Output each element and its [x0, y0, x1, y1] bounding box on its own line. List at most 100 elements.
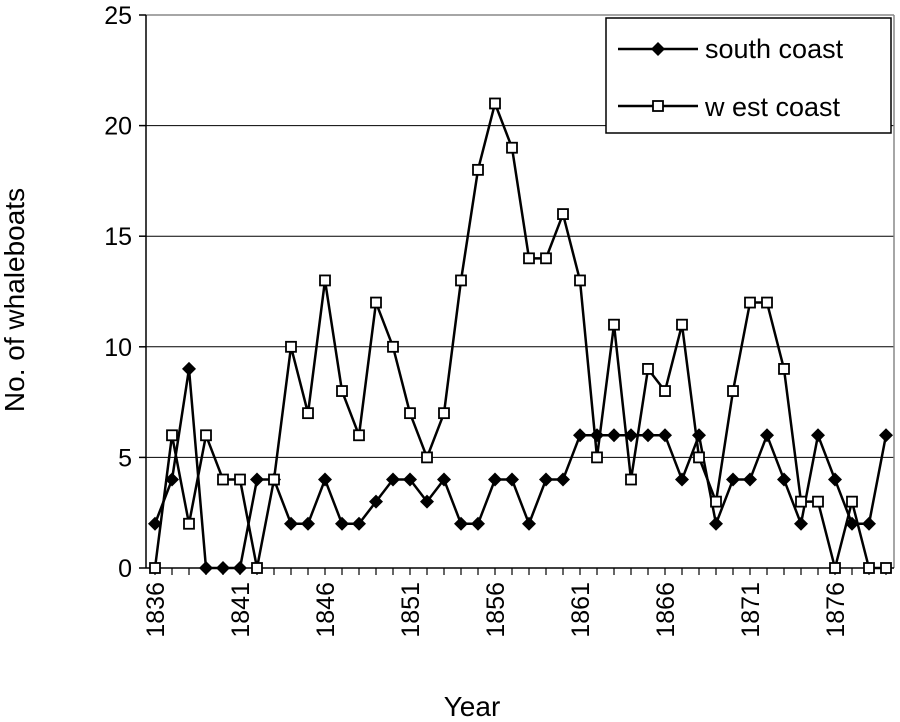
point-south-coast-1841: [233, 561, 247, 575]
point-w-est-coast-1856: [489, 97, 501, 110]
point-w-est-coast-1838: [183, 517, 195, 530]
y-tick-label-20: 20: [104, 113, 132, 141]
point-south-coast-1844: [284, 516, 298, 531]
legend-marker-south-coast: [651, 42, 665, 56]
legend-box: [605, 17, 892, 134]
point-w-est-coast-1846: [319, 274, 331, 287]
series-line-south-coast: [153, 367, 888, 570]
point-w-est-coast-1863: [608, 318, 620, 331]
point-south-coast-1838: [182, 361, 196, 376]
point-south-coast-1855: [471, 516, 485, 531]
point-w-est-coast-1850: [387, 340, 399, 353]
point-south-coast-1874: [794, 516, 808, 531]
point-w-est-coast-1855: [472, 163, 484, 176]
point-w-est-coast-1868: [693, 451, 705, 464]
point-w-est-coast-1842: [251, 562, 263, 574]
point-w-est-coast-1851: [404, 407, 416, 420]
point-w-est-coast-1836: [149, 562, 161, 574]
point-w-est-coast-1861: [574, 274, 586, 287]
point-south-coast-1863: [607, 428, 621, 443]
x-tick-label-1861: 1861: [567, 582, 595, 638]
point-w-est-coast-1837: [166, 429, 178, 442]
point-south-coast-1845: [301, 516, 315, 531]
point-w-est-coast-1848: [353, 429, 365, 442]
point-south-coast-1878: [862, 516, 876, 531]
point-w-est-coast-1872: [761, 296, 773, 309]
x-axis-title: Year: [444, 691, 501, 722]
point-south-coast-1858: [522, 516, 536, 531]
legend-label-south-coast: south coast: [705, 34, 844, 64]
legend-marker-west-coast: [652, 100, 664, 112]
y-tick-label-5: 5: [118, 444, 132, 472]
point-south-coast-1848: [352, 516, 366, 531]
x-tick-label-1856: 1856: [482, 582, 510, 638]
point-w-est-coast-1871: [744, 296, 756, 309]
series-south-coast: [148, 361, 893, 575]
point-south-coast-1857: [505, 472, 519, 487]
point-w-est-coast-1839: [200, 429, 212, 442]
x-tick-label-1851: 1851: [397, 582, 425, 638]
point-south-coast-1851: [403, 472, 417, 487]
series-w-est-coast: [149, 97, 892, 574]
point-w-est-coast-1878: [863, 562, 875, 574]
point-w-est-coast-1845: [302, 407, 314, 420]
point-south-coast-1852: [420, 494, 434, 509]
y-axis-title: No. of whaleboats: [0, 188, 30, 412]
point-south-coast-1850: [386, 472, 400, 487]
point-south-coast-1847: [335, 516, 349, 531]
point-w-est-coast-1852: [421, 451, 433, 464]
point-south-coast-1867: [675, 472, 689, 487]
x-tick-label-1866: 1866: [652, 582, 680, 638]
point-w-est-coast-1860: [557, 208, 569, 220]
point-south-coast-1854: [454, 516, 468, 531]
point-w-est-coast-1840: [217, 473, 229, 486]
y-tick-label-10: 10: [104, 334, 132, 362]
point-south-coast-1839: [199, 561, 213, 575]
point-south-coast-1861: [573, 428, 587, 443]
point-south-coast-1871: [743, 472, 757, 487]
y-tick-label-15: 15: [104, 223, 132, 251]
x-tick-label-1871: 1871: [737, 582, 765, 638]
point-w-est-coast-1877: [846, 495, 858, 508]
point-w-est-coast-1875: [812, 495, 824, 508]
point-south-coast-1870: [726, 472, 740, 487]
axes: 0 5 10 15 20 25 1836 1841 1846 1851 1856 1861 1866 18…: [104, 2, 895, 638]
point-south-coast-1853: [437, 472, 451, 487]
point-w-est-coast-1864: [625, 473, 637, 486]
x-tick-label-1841: 1841: [227, 582, 255, 638]
point-w-est-coast-1854: [455, 274, 467, 287]
point-w-est-coast-1870: [727, 385, 739, 397]
point-w-est-coast-1859: [540, 252, 552, 265]
point-w-est-coast-1866: [659, 385, 671, 397]
point-w-est-coast-1874: [795, 495, 807, 508]
x-tick-label-1836: 1836: [142, 582, 170, 638]
point-w-est-coast-1857: [506, 141, 518, 154]
point-south-coast-1866: [658, 428, 672, 443]
point-w-est-coast-1873: [778, 363, 790, 375]
point-south-coast-1846: [318, 472, 332, 487]
point-w-est-coast-1849: [370, 296, 382, 309]
point-south-coast-1873: [777, 472, 791, 487]
point-w-est-coast-1862: [591, 451, 603, 464]
point-south-coast-1862: [590, 428, 604, 443]
point-south-coast-1842: [250, 472, 264, 487]
point-south-coast-1859: [539, 472, 553, 487]
point-w-est-coast-1867: [676, 318, 688, 331]
legend: south coast w est coast: [605, 17, 892, 134]
point-w-est-coast-1843: [268, 473, 280, 486]
point-south-coast-1875: [811, 428, 825, 443]
point-south-coast-1837: [165, 472, 179, 487]
point-w-est-coast-1853: [438, 407, 450, 420]
x-tick-label-1846: 1846: [312, 582, 340, 638]
point-w-est-coast-1847: [336, 385, 348, 397]
y-tick-label-0: 0: [118, 555, 132, 583]
x-tick-label-1876: 1876: [822, 582, 850, 638]
point-w-est-coast-1879: [880, 562, 892, 574]
y-tick-label-25: 25: [104, 2, 132, 30]
point-south-coast-1876: [828, 472, 842, 487]
point-south-coast-1856: [488, 472, 502, 487]
legend-label-west-coast: w est coast: [704, 92, 841, 122]
point-w-est-coast-1876: [829, 562, 841, 574]
point-w-est-coast-1869: [710, 495, 722, 508]
